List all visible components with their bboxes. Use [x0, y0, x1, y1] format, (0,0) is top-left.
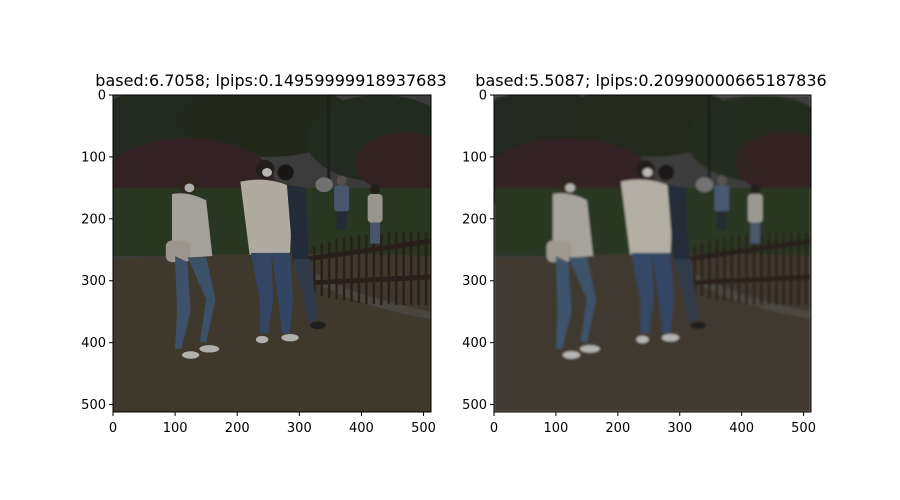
right-axes-frame [493, 94, 812, 413]
left-y-tick-label: 500 [81, 398, 106, 413]
left-x-tick-label: 300 [287, 421, 312, 436]
right-y-tick-label: 100 [462, 150, 487, 165]
left-y-tick-label: 200 [81, 212, 106, 227]
left-y-tick-label: 100 [81, 150, 106, 165]
right-y-tick-label: 300 [462, 274, 487, 289]
left-axes-frame [112, 94, 432, 413]
left-y-tick-label: 400 [81, 336, 106, 351]
right-x-tick-label: 400 [729, 421, 754, 436]
right-image [494, 95, 811, 412]
left-x-tick-label: 0 [109, 421, 117, 436]
left-y-tick-label: 0 [98, 89, 106, 104]
right-x-tick-label: 100 [544, 421, 569, 436]
left-x-tick-label: 100 [163, 421, 188, 436]
right-panel-title: based:5.5087; lpips:0.20990000665187836 [475, 71, 826, 90]
left-panel-title: based:6.7058; lpips:0.14959999918937683 [95, 71, 446, 90]
left-x-tick-label: 500 [411, 421, 436, 436]
left-panel: based:6.7058; lpips:0.14959999918937683 … [81, 71, 447, 437]
right-x-tick-label: 500 [791, 421, 816, 436]
left-image [113, 95, 431, 412]
left-y-tick-label: 300 [81, 274, 106, 289]
right-y-tick-label: 400 [462, 336, 487, 351]
left-x-tick-label: 200 [225, 421, 250, 436]
left-x-tick-label: 400 [349, 421, 374, 436]
right-y-tick-label: 0 [479, 89, 487, 104]
right-panel: based:5.5087; lpips:0.20990000665187836 … [462, 71, 827, 437]
right-y-tick-label: 500 [462, 398, 487, 413]
right-x-tick-label: 0 [490, 421, 498, 436]
right-x-tick-label: 200 [605, 421, 630, 436]
right-x-tick-label: 300 [667, 421, 692, 436]
right-y-tick-label: 200 [462, 212, 487, 227]
